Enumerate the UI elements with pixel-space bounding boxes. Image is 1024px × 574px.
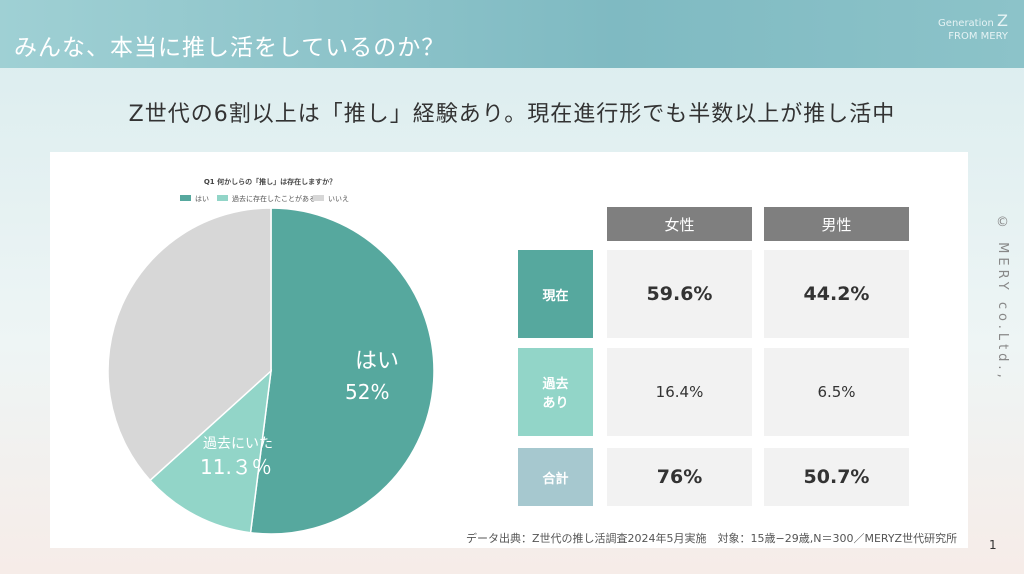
copyright: © MERY co.Ltd., <box>995 215 1010 382</box>
content-card: Q1 何かしらの「推し」は存在しますか？ はい 過去に存在したことがある いいえ は… <box>50 152 968 548</box>
legend-label: 過去に存在したことがある <box>232 195 316 203</box>
table-cell: 44.2% <box>764 250 909 338</box>
legend-label: はい <box>195 195 209 203</box>
column-header: 女性 <box>607 207 752 241</box>
pie-slice <box>149 369 272 534</box>
page-number: 1 <box>989 538 997 552</box>
row-label: 合計 <box>518 448 593 506</box>
table-cell: 76% <box>607 448 752 506</box>
slice-label: 11.３％ <box>200 455 272 479</box>
brand-z: Z <box>997 11 1008 30</box>
slice-label: はい <box>355 349 399 374</box>
legend-swatch <box>313 195 324 201</box>
table-cell: 59.6% <box>607 250 752 338</box>
slice-label: 過去にいた <box>203 436 273 452</box>
legend-swatch <box>180 195 191 201</box>
legend-label: いいえ <box>328 195 349 203</box>
legend-item: はい <box>180 194 209 204</box>
row-label: 過去 あり <box>518 348 593 436</box>
pie-slice <box>107 207 272 482</box>
chart-title: Q1 何かしらの「推し」は存在しますか？ <box>203 178 337 186</box>
page-title: みんな、本当に推し活をしているのか？ <box>14 35 446 61</box>
brand-from: FROM MERY <box>948 31 1008 42</box>
subtitle: Z世代の6割以上は「推し」経験あり。現在進行形でも半数以上が推し活中 <box>128 102 896 127</box>
slice-label: 52% <box>345 380 389 404</box>
pie-chart: はい 52% 過去にいた 11.３％ <box>107 207 435 535</box>
brand-logo: Generation Z FROM MERY <box>938 11 1008 43</box>
data-source: データ出典：Z世代の推し活調査2024年5月実施 対象：15歳−29歳,N＝30… <box>466 532 958 545</box>
row-label: 現在 <box>518 250 593 338</box>
table-cell: 50.7% <box>764 448 909 506</box>
legend-item: いいえ <box>313 194 349 204</box>
column-header: 男性 <box>764 207 909 241</box>
table-cell: 16.4% <box>607 348 752 436</box>
pie-slice <box>249 207 435 535</box>
table-cell: 6.5% <box>764 348 909 436</box>
brand-text: Generation <box>938 18 994 29</box>
legend-item: 過去に存在したことがある <box>217 194 316 204</box>
header-banner: みんな、本当に推し活をしているのか？ Generation Z FROM MERY <box>0 0 1024 68</box>
legend-swatch <box>217 195 228 201</box>
